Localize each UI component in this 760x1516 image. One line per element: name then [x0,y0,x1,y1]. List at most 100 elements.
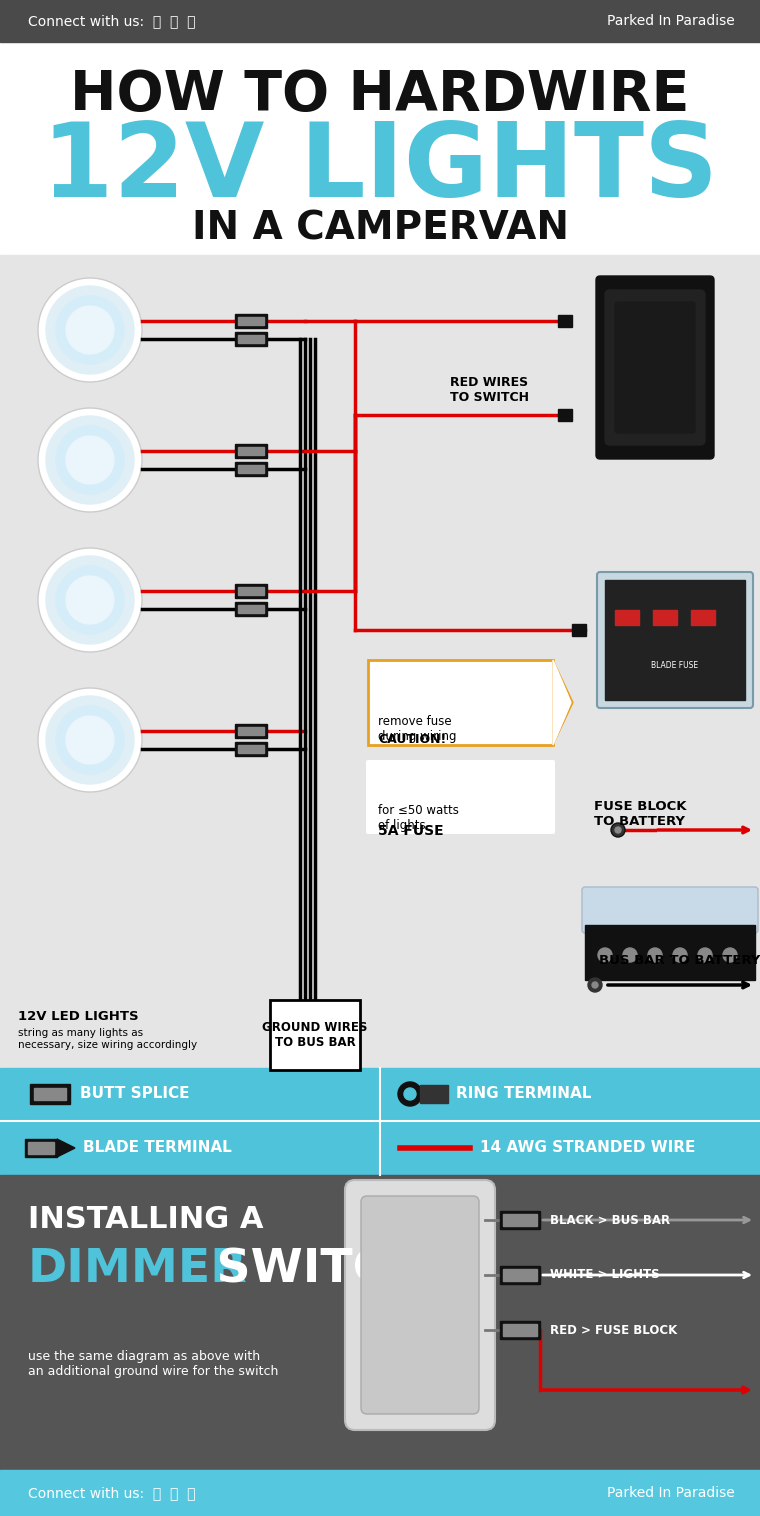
FancyBboxPatch shape [605,290,705,446]
Text: RED WIRES
TO SWITCH: RED WIRES TO SWITCH [450,376,529,403]
Bar [503,1269,537,1281]
Circle shape [56,565,124,634]
Text: RING TERMINAL: RING TERMINAL [456,1087,591,1102]
Text: CAUTION!: CAUTION! [378,734,446,746]
Text: RED > FUSE BLOCK: RED > FUSE BLOCK [550,1323,677,1337]
Text: for ≤50 watts
of lights: for ≤50 watts of lights [378,803,459,832]
Circle shape [623,948,637,963]
Text: GROUND WIRES
TO BUS BAR: GROUND WIRES TO BUS BAR [262,1020,368,1049]
Circle shape [38,277,142,382]
Circle shape [598,948,612,963]
Bar [235,314,267,327]
Bar [34,1088,66,1101]
Bar [235,741,267,756]
FancyBboxPatch shape [596,276,714,459]
Bar [238,587,264,594]
Circle shape [648,948,662,963]
Bar [500,1320,540,1339]
Bar [238,335,264,343]
Bar [0,255,760,1067]
Text: remove fuse
during wiring: remove fuse during wiring [378,716,457,743]
Bar [420,1085,448,1104]
Bar [500,1266,540,1284]
Bar [235,462,267,476]
Circle shape [588,978,602,991]
Bar [605,581,745,700]
Circle shape [611,823,625,837]
Bar [558,409,572,421]
Bar [0,1067,760,1175]
Bar [585,925,755,979]
Bar [238,317,264,324]
Text: BLADE FUSE: BLADE FUSE [651,661,698,670]
Text: 12V LED LIGHTS: 12V LED LIGHTS [18,1010,138,1023]
FancyBboxPatch shape [582,887,758,932]
Bar [0,0,760,42]
Circle shape [46,287,134,374]
Bar [235,584,267,597]
Text: HOW TO HARDWIRE: HOW TO HARDWIRE [70,68,690,121]
Circle shape [56,296,124,364]
Bar [615,609,639,625]
Bar [500,1211,540,1229]
Polygon shape [553,659,573,744]
Bar [235,444,267,458]
Text: 12V LIGHTS: 12V LIGHTS [42,118,718,218]
Circle shape [398,1082,422,1107]
FancyBboxPatch shape [345,1179,495,1430]
Text: Parked In Paradise: Parked In Paradise [607,1486,735,1499]
Bar [691,609,715,625]
Circle shape [66,437,114,484]
Circle shape [66,576,114,625]
Text: BLACK > BUS BAR: BLACK > BUS BAR [550,1213,670,1226]
Bar [0,1471,760,1516]
Circle shape [56,426,124,494]
Text: DIMMER: DIMMER [28,1248,248,1293]
Text: Connect with us:      : Connect with us:    [28,14,195,27]
Bar [238,744,264,753]
Bar [235,602,267,615]
Text: use the same diagram as above with
an additional ground wire for the switch: use the same diagram as above with an ad… [28,1351,278,1378]
Text: Parked In Paradise: Parked In Paradise [607,14,735,27]
Bar [238,605,264,612]
Polygon shape [57,1139,75,1157]
Circle shape [46,415,134,503]
Text: 5A FUSE: 5A FUSE [378,825,444,838]
Circle shape [723,948,737,963]
Circle shape [698,948,712,963]
Bar [503,1323,537,1336]
Circle shape [56,706,124,775]
Bar [653,609,677,625]
Text: 14 AWG STRANDED WIRE: 14 AWG STRANDED WIRE [480,1140,695,1155]
Circle shape [66,716,114,764]
Circle shape [592,982,598,988]
Text: FUSE BLOCK
TO BATTERY: FUSE BLOCK TO BATTERY [594,800,686,828]
Bar [238,447,264,455]
Circle shape [615,828,621,832]
Circle shape [66,306,114,355]
Text: BUS BAR TO BATTERY: BUS BAR TO BATTERY [600,954,760,967]
Bar [238,728,264,735]
Bar [558,315,572,327]
Bar [368,659,553,744]
Text: BUTT SPLICE: BUTT SPLICE [80,1087,189,1102]
Text: Connect with us:      : Connect with us:    [28,1486,195,1499]
Text: WHITE > LIGHTS: WHITE > LIGHTS [550,1269,660,1281]
FancyBboxPatch shape [615,302,695,434]
Bar [572,625,586,637]
Polygon shape [553,659,571,744]
FancyBboxPatch shape [361,1196,479,1414]
Bar [0,42,760,255]
Bar [235,725,267,738]
FancyBboxPatch shape [597,572,753,708]
Bar [503,1214,537,1226]
Bar [30,1084,70,1104]
Bar [25,1139,57,1157]
Text: BLADE TERMINAL: BLADE TERMINAL [83,1140,232,1155]
Circle shape [673,948,687,963]
Text: IN A CAMPERVAN: IN A CAMPERVAN [192,209,568,247]
Bar [235,332,267,346]
Text: INSTALLING A: INSTALLING A [28,1205,264,1234]
Circle shape [46,696,134,784]
Text: string as many lights as
necessary, size wiring accordingly: string as many lights as necessary, size… [18,1028,197,1049]
